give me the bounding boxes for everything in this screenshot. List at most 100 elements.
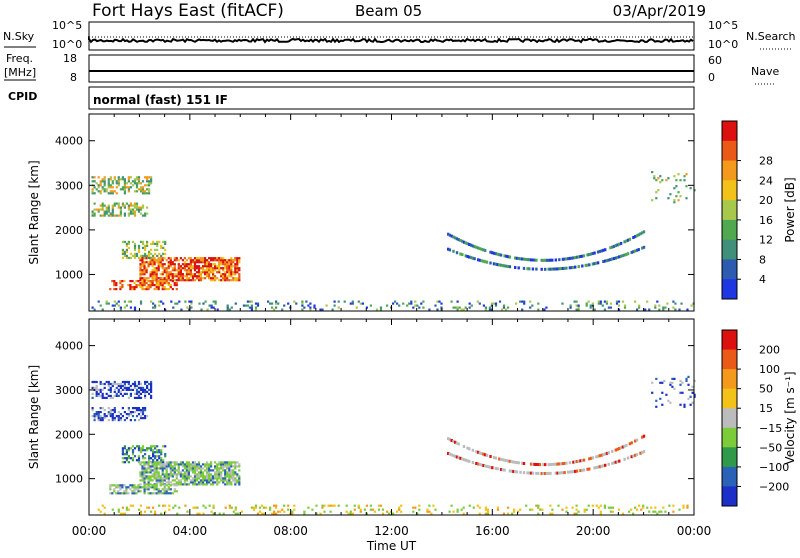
data-cell <box>238 275 241 278</box>
data-cell <box>208 467 211 470</box>
data-cell <box>144 212 147 215</box>
data-cell <box>456 508 459 511</box>
data-cell <box>164 445 167 448</box>
data-cell <box>394 300 397 303</box>
data-cell <box>236 263 239 266</box>
data-cell <box>482 259 485 263</box>
data-cell <box>95 182 98 185</box>
data-cell <box>232 259 235 262</box>
data-cell <box>150 176 153 179</box>
data-cell <box>693 379 696 382</box>
data-cell <box>117 388 120 391</box>
data-cell <box>133 254 137 257</box>
data-cell <box>139 302 143 305</box>
data-cell <box>153 284 156 287</box>
data-cell <box>303 306 306 309</box>
data-cell <box>191 463 195 466</box>
data-cell <box>236 265 239 268</box>
data-cell <box>327 504 330 507</box>
data-cell <box>125 250 128 253</box>
data-cell <box>156 248 159 251</box>
data-cell <box>139 269 142 272</box>
data-cell <box>101 186 104 189</box>
data-cell <box>144 392 147 395</box>
data-cell <box>248 300 251 303</box>
data-cell <box>258 510 262 513</box>
data-cell <box>379 504 383 507</box>
data-cell <box>517 266 520 270</box>
data-cell <box>165 471 168 474</box>
data-cell <box>109 386 112 389</box>
data-cell <box>187 461 190 464</box>
data-cell <box>133 248 137 251</box>
data-cell <box>125 417 128 420</box>
data-cell <box>214 302 217 305</box>
data-cell <box>544 463 547 467</box>
data-cell <box>133 306 137 309</box>
data-cell <box>144 248 147 251</box>
data-cell <box>179 483 182 486</box>
data-cell <box>212 479 215 482</box>
data-cell <box>107 206 110 209</box>
data-cell <box>169 473 172 476</box>
data-cell <box>187 277 190 280</box>
data-cell <box>201 479 205 482</box>
colorbar-swatch <box>722 330 737 351</box>
data-cell <box>163 479 166 482</box>
data-cell <box>549 463 552 466</box>
data-cell <box>663 379 666 382</box>
data-cell <box>461 253 464 257</box>
data-cell <box>656 300 659 303</box>
data-cell <box>133 411 137 414</box>
data-cell <box>195 259 199 262</box>
data-cell <box>123 388 126 391</box>
data-cell <box>117 304 120 307</box>
data-cell <box>150 300 153 303</box>
data-cell <box>212 512 215 515</box>
data-cell <box>672 306 675 309</box>
data-cell <box>139 415 143 418</box>
data-cell <box>149 461 152 464</box>
data-cell <box>193 475 197 478</box>
data-cell <box>230 306 233 309</box>
data-cell <box>99 510 102 513</box>
data-cell <box>625 239 628 243</box>
data-cell <box>500 308 504 311</box>
data-cell <box>173 484 176 487</box>
data-cell <box>349 512 352 515</box>
data-cell <box>514 256 517 260</box>
data-cell <box>210 306 213 309</box>
data-cell <box>107 388 110 391</box>
data-cell <box>634 235 637 239</box>
data-cell <box>129 208 132 211</box>
data-cell <box>484 260 487 264</box>
data-cell <box>139 286 142 289</box>
data-cell <box>586 253 589 257</box>
data-cell <box>614 256 617 260</box>
freq-tick-top: 18 <box>63 52 77 65</box>
data-cell <box>197 465 201 468</box>
data-cell <box>183 481 186 484</box>
data-cell <box>127 208 130 211</box>
data-cell <box>693 393 696 396</box>
data-cell <box>91 386 94 389</box>
data-cell <box>163 467 166 470</box>
data-cell <box>538 463 542 467</box>
data-cell <box>159 282 162 285</box>
data-cell <box>619 446 623 450</box>
data-cell <box>230 463 233 466</box>
data-cell <box>521 461 524 465</box>
data-cell <box>448 233 452 237</box>
data-cell <box>674 308 677 311</box>
data-cell <box>137 413 141 416</box>
data-cell <box>522 257 526 261</box>
data-cell <box>105 392 108 395</box>
data-cell <box>144 380 147 384</box>
data-cell <box>154 455 157 458</box>
data-cell <box>115 486 118 489</box>
data-cell <box>101 504 104 507</box>
data-cell <box>139 212 143 215</box>
data-cell <box>634 453 637 457</box>
data-cell <box>139 392 143 395</box>
data-cell <box>101 392 104 395</box>
